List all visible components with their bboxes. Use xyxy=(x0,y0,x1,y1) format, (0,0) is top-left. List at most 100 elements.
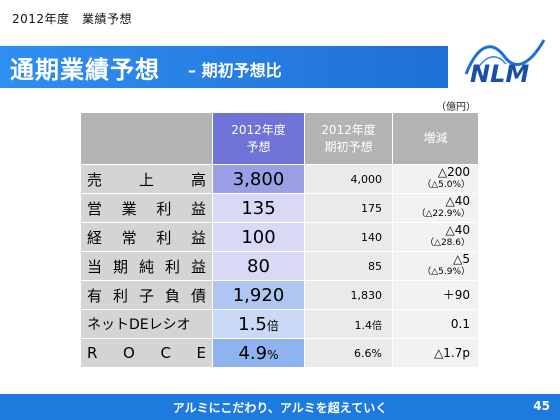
change-percent: （△5.9%） xyxy=(422,267,470,277)
initial-unit: 倍 xyxy=(372,320,382,332)
svg-text:NLM: NLM xyxy=(470,60,529,88)
nlm-logo-icon: NLM xyxy=(464,39,546,88)
table-row: R O C E 4.9% 6.6% △1.7p xyxy=(80,338,479,368)
row-label-text: 当期純利益 xyxy=(87,256,206,277)
row-label-char: 益 xyxy=(190,228,206,247)
change-percent: （△5.0%） xyxy=(422,180,470,190)
slide-title: 通期業績予想 xyxy=(10,56,160,84)
unit-label: （億円） xyxy=(436,102,476,113)
slide-subtitle: – 期初予想比 xyxy=(188,61,282,80)
row-label-char: 営 xyxy=(87,199,103,218)
row-label-char: 上 xyxy=(138,170,154,189)
row-label-text: 経常利益 xyxy=(87,227,206,248)
change-value: △40 （△28.6） xyxy=(392,222,479,252)
change-amount: △200 xyxy=(437,165,470,179)
change-amount: △1.7p xyxy=(434,345,470,360)
forecast-value: 3,800 xyxy=(212,164,305,194)
header-blank xyxy=(80,112,213,165)
initial-number: 4,000 xyxy=(350,172,383,186)
row-label-text: 有利子負債 xyxy=(87,285,206,306)
row-label: ネットDEレシオ xyxy=(80,309,213,339)
forecast-value: 4.9% xyxy=(212,338,305,368)
initial-number: 140 xyxy=(361,230,382,244)
row-label-char: 債 xyxy=(190,286,206,305)
forecast-number: 100 xyxy=(241,226,276,248)
row-label: 当期純利益 xyxy=(80,251,213,281)
change-amount: ＋90 xyxy=(442,287,470,302)
row-label-char: 純 xyxy=(138,257,154,276)
row-label-char: 利 xyxy=(112,286,128,305)
row-label: 経常利益 xyxy=(80,222,213,252)
change-percent: （△28.6） xyxy=(425,238,470,248)
initial-number: 1.4 xyxy=(354,318,373,332)
change-value: △5 （△5.9%） xyxy=(392,251,479,281)
forecast-unit: % xyxy=(267,347,279,362)
change-amount: △5 xyxy=(453,252,470,266)
row-label-text: ネットDEレシオ xyxy=(87,317,191,333)
forecast-value: 1,920 xyxy=(212,280,305,310)
change-percent: （△22.9%） xyxy=(416,209,470,219)
header-change: 増減 xyxy=(392,112,479,165)
row-label-char: 売 xyxy=(87,170,103,189)
row-label-char: 有 xyxy=(87,286,103,305)
row-label-char: 高 xyxy=(190,170,206,189)
initial-number: 1,830 xyxy=(350,288,383,302)
forecast-table: 2012年度 予想 2012年度 期初予想 増減 売 上 高 3,800 4,000 △2… xyxy=(80,112,479,368)
header-initial-forecast: 2012年度 期初予想 xyxy=(304,112,393,165)
row-label-char: 経 xyxy=(87,228,103,247)
row-label-char: 業 xyxy=(121,199,137,218)
forecast-number: 3,800 xyxy=(232,168,285,190)
change-amount: △40 xyxy=(445,223,471,237)
row-label-char: 子 xyxy=(138,286,154,305)
forecast-value: 80 xyxy=(212,251,305,281)
row-label-char: 益 xyxy=(190,257,206,276)
row-label: 売上高 xyxy=(80,164,213,194)
initial-forecast-value: 6.6% xyxy=(304,338,393,368)
title-bar: 通期業績予想 – 期初予想比 xyxy=(0,46,448,88)
footer-slogan: アルミにこだわり、アルミを超えていく xyxy=(172,401,388,415)
table-row: 当期純利益 80 85 △5 （△5.9%） xyxy=(80,251,479,281)
table-row: 売 上 高 3,800 4,000 △200 （△5.0%） xyxy=(80,164,479,194)
page-number: 45 xyxy=(533,399,550,413)
change-value: ＋90 xyxy=(392,280,479,310)
row-label-char: 利 xyxy=(156,228,172,247)
row-label-char: R xyxy=(87,344,98,362)
row-label-char: O xyxy=(123,344,135,362)
row-label-char: 期 xyxy=(112,257,128,276)
change-value: 0.1 xyxy=(392,309,479,339)
table-row: 経常利益 100 140 △40 （△28.6） xyxy=(80,222,479,252)
forecast-number: 80 xyxy=(247,255,270,277)
row-label-char: 益 xyxy=(190,199,206,218)
row-label-char: 利 xyxy=(156,199,172,218)
change-value: △200 （△5.0%） xyxy=(392,164,479,194)
initial-forecast-value: 85 xyxy=(304,251,393,281)
row-label-char: E xyxy=(196,344,206,362)
initial-number: 175 xyxy=(361,201,382,215)
row-label-text: 営業利益 xyxy=(87,198,206,219)
row-label: 営業利益 xyxy=(80,193,213,223)
row-label: 有利子負債 xyxy=(80,280,213,310)
forecast-number: 4.9 xyxy=(238,342,268,364)
forecast-value: 135 xyxy=(212,193,305,223)
change-amount: 0.1 xyxy=(450,316,470,331)
row-label-char: 利 xyxy=(164,257,180,276)
footer-bar: アルミにこだわり、アルミを超えていく 45 xyxy=(0,394,560,420)
row-label-char: 負 xyxy=(164,286,180,305)
forecast-number: 1,920 xyxy=(232,284,285,306)
initial-forecast-value: 140 xyxy=(304,222,393,252)
initial-forecast-value: 4,000 xyxy=(304,164,393,194)
forecast-number: 1.5 xyxy=(238,313,267,335)
initial-number: 85 xyxy=(368,259,382,273)
initial-number: 6.6% xyxy=(354,346,382,360)
table-row: 営業利益 135 175 △40 （△22.9%） xyxy=(80,193,479,223)
initial-forecast-value: 175 xyxy=(304,193,393,223)
change-value: △1.7p xyxy=(392,338,479,368)
row-label-char: 常 xyxy=(121,228,137,247)
row-label-char: C xyxy=(160,344,171,362)
change-value: △40 （△22.9%） xyxy=(392,193,479,223)
table-row: 有利子負債 1,920 1,830 ＋90 xyxy=(80,280,479,310)
forecast-value: 1.5倍 xyxy=(212,309,305,339)
initial-forecast-value: 1,830 xyxy=(304,280,393,310)
